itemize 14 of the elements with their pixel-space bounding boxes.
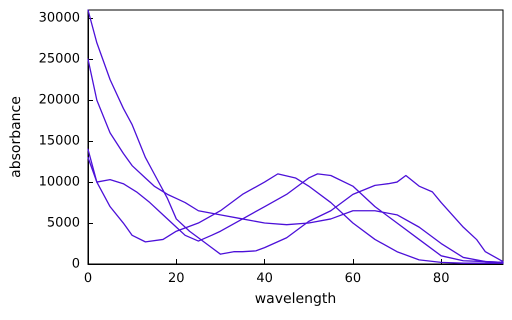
x-tick-label: 20 <box>168 271 185 286</box>
y-tick-label: 20000 <box>38 92 80 108</box>
y-tick-label: 25000 <box>38 52 80 67</box>
x-tick-label: 0 <box>84 271 92 286</box>
y-tick-label: 0 <box>72 256 80 272</box>
x-tick-label: 40 <box>256 271 273 286</box>
x-tick-label: 60 <box>344 271 362 286</box>
x-tick-label: 80 <box>432 271 450 286</box>
y-axis-title: absorbance <box>8 96 24 178</box>
y-tick-label: 15000 <box>38 134 80 149</box>
x-axis-title: wavelength <box>254 291 336 307</box>
y-tick-label: 10000 <box>38 174 80 190</box>
y-tick-label: 30000 <box>38 10 80 26</box>
y-tick-label: 5000 <box>46 216 80 231</box>
